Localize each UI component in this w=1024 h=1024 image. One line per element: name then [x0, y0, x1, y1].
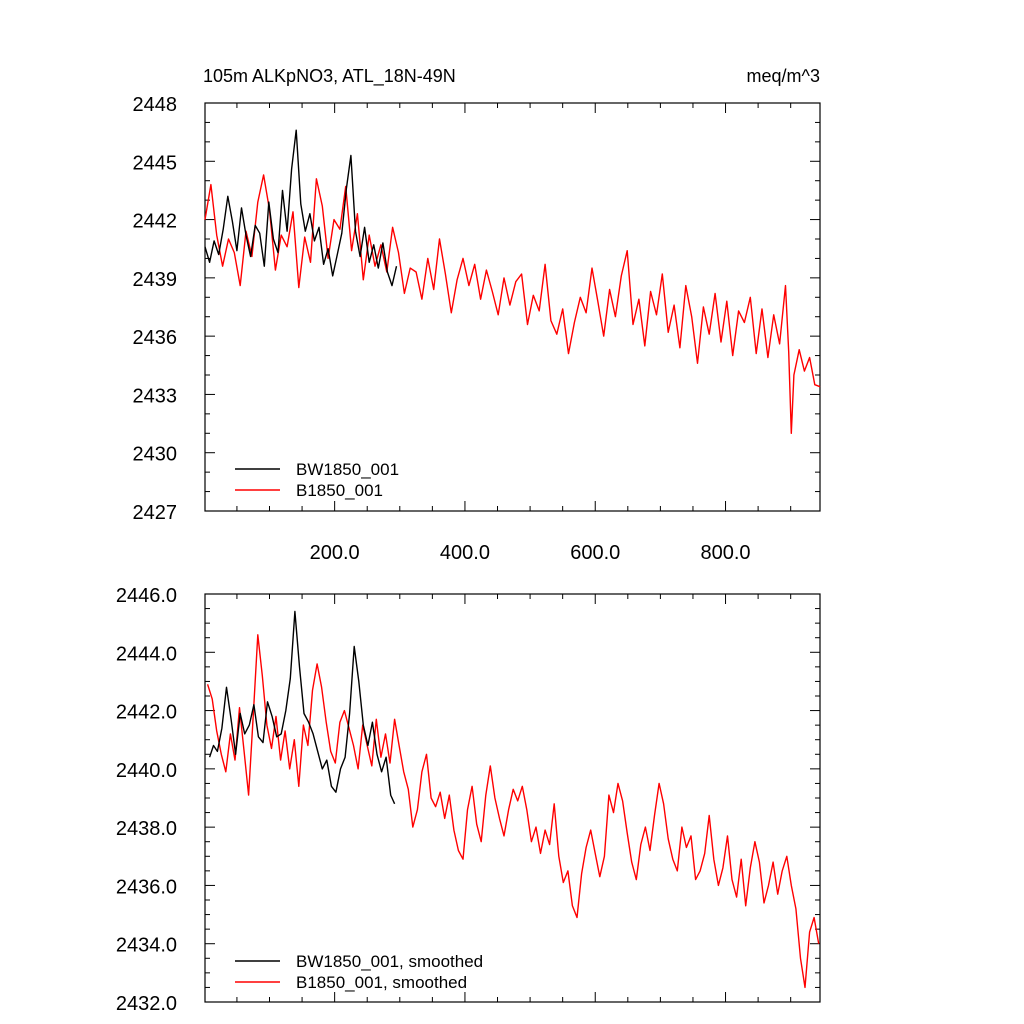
legend-label-bw1850-smoothed: BW1850_001, smoothed: [296, 952, 483, 971]
y-tick-label: 2448: [133, 94, 178, 116]
series-line-b1850-001: [204, 174, 821, 434]
x-tick-label: 400.0: [440, 542, 490, 564]
y-tick-label: 2430: [133, 444, 178, 466]
y-tick-label: 2439: [133, 269, 178, 291]
bottom-legend: BW1850_001, smoothed B1850_001, smoothed: [235, 952, 483, 992]
top-x-tick-labels: 200.0 400.0 600.0 800.0: [310, 542, 751, 564]
y-tick-label: 2440.0: [116, 760, 177, 782]
legend-label-b1850: B1850_001: [296, 481, 383, 500]
top-plot-frame: [204, 102, 821, 512]
legend-label-b1850-smoothed: B1850_001, smoothed: [296, 973, 467, 992]
y-tick-label: 2433: [133, 385, 178, 407]
y-tick-label: 2427: [133, 502, 178, 524]
chart-title: 105m ALKpNO3, ATL_18N-49N: [203, 66, 456, 87]
top-axis-ticks: [205, 102, 820, 512]
legend-label-bw1850: BW1850_001: [296, 460, 399, 479]
top-panel: 2427 2430 2433 2436 2439 2442 2445 2448 200.0 40…: [133, 94, 821, 564]
bottom-axis-ticks: [205, 593, 820, 1003]
y-tick-label: 2432.0: [116, 993, 177, 1015]
top-y-tick-labels: 2427 2430 2433 2436 2439 2442 2445 2448: [133, 94, 178, 524]
y-tick-label: 2436.0: [116, 876, 177, 898]
top-series-layer: [204, 129, 821, 434]
y-tick-label: 2438.0: [116, 818, 177, 840]
x-tick-label: 600.0: [570, 542, 620, 564]
y-tick-label: 2446.0: [116, 585, 177, 607]
y-tick-label: 2444.0: [116, 643, 177, 665]
units-label: meq/m^3: [747, 66, 820, 86]
y-tick-label: 2445: [133, 152, 178, 174]
series-line-b1850-001-smoothed: [206, 634, 820, 989]
bottom-series-layer: [206, 610, 820, 989]
series-line-bw1850-001-smoothed: [208, 610, 396, 805]
x-tick-label: 800.0: [701, 542, 751, 564]
x-tick-label: 200.0: [310, 542, 360, 564]
series-line-bw1850-001: [204, 129, 398, 287]
y-tick-label: 2442.0: [116, 702, 177, 724]
top-legend: BW1850_001 B1850_001: [235, 460, 399, 500]
y-tick-label: 2442: [133, 211, 178, 233]
bottom-y-tick-labels: 2432.0 2434.0 2436.0 2438.0 2440.0 2442.0 2444…: [116, 585, 177, 1015]
y-tick-label: 2436: [133, 327, 178, 349]
bottom-plot-frame: [204, 593, 821, 1003]
y-tick-label: 2434.0: [116, 935, 177, 957]
bottom-panel: 2432.0 2434.0 2436.0 2438.0 2440.0 2442.0 2444…: [116, 585, 821, 1015]
